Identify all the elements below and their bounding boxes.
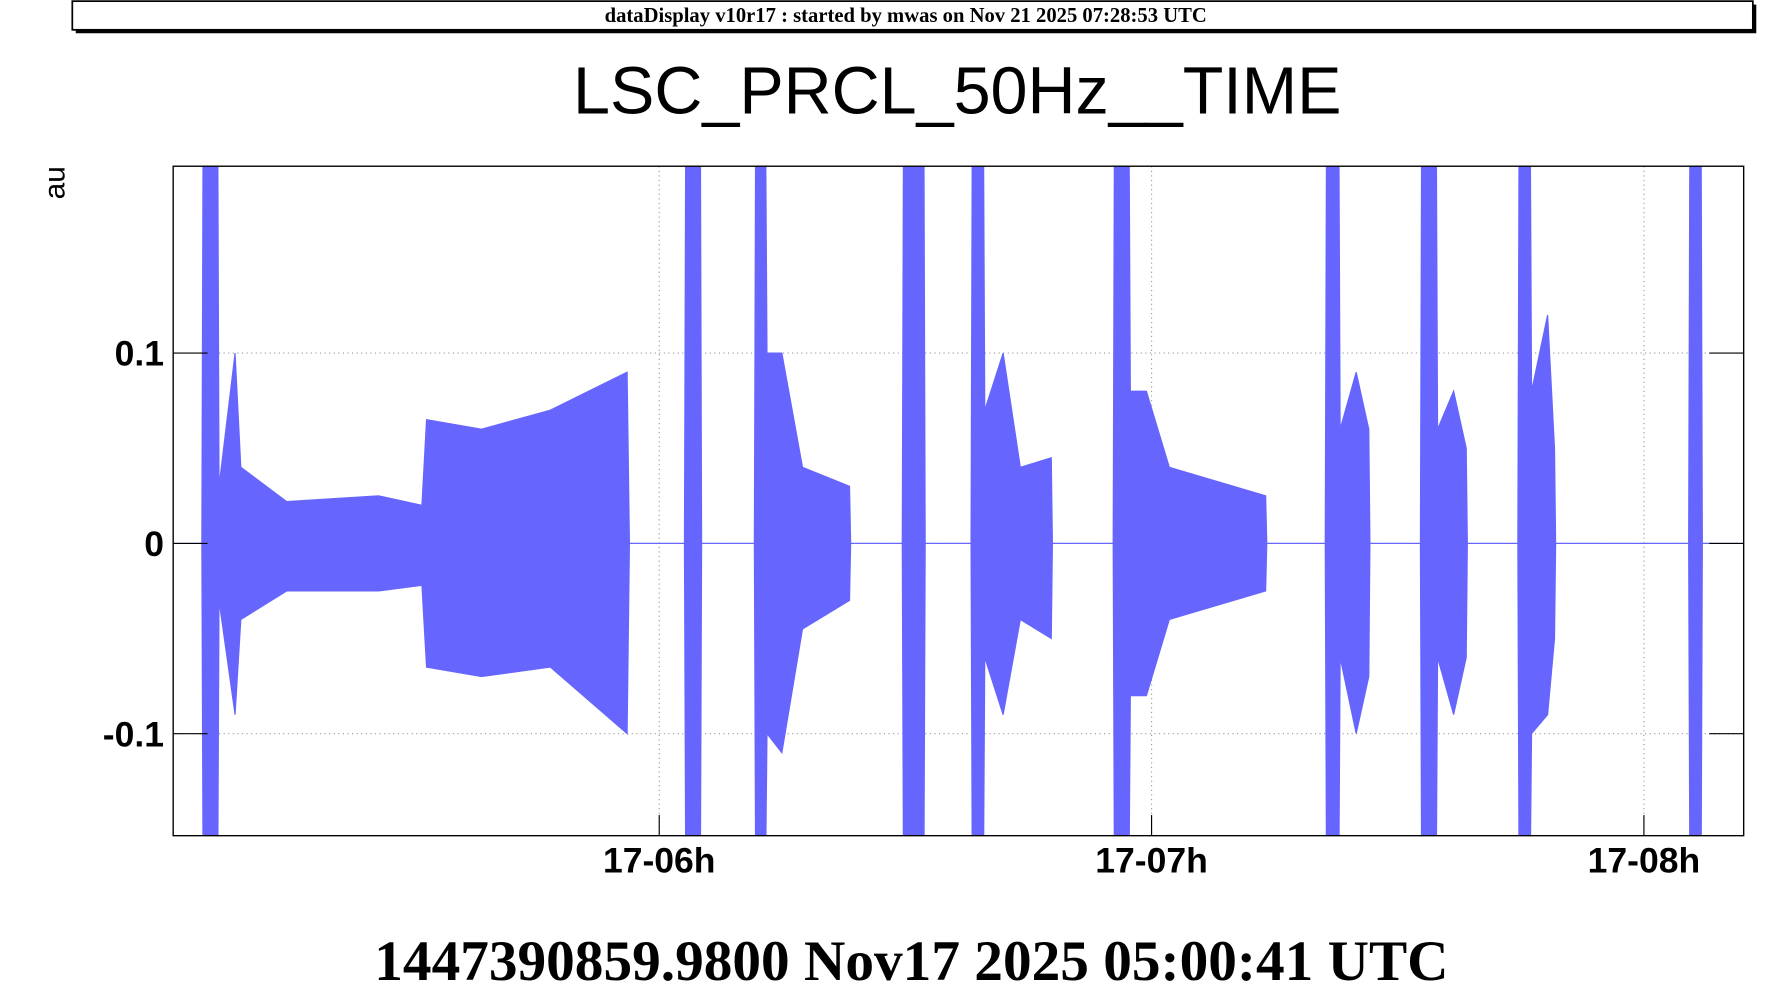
x-axis-label: 1447390859.9800 Nov17 2025 05:00:41 UTC <box>374 930 1448 987</box>
y-tick-label: 0.1 <box>115 334 164 374</box>
x-tick-label: 17-07h <box>1095 840 1208 880</box>
signal-envelope <box>173 542 1744 836</box>
x-tick-label: 17-08h <box>1588 840 1701 880</box>
y-tick-label: 0 <box>144 524 164 564</box>
header-text: dataDisplay v10r17 : started by mwas on … <box>605 5 1207 27</box>
chart-title: LSC_PRCL_50Hz__TIME <box>573 54 1341 128</box>
header-box <box>71 0 1754 31</box>
y-tick-label: -0.1 <box>103 714 164 754</box>
plot-frame <box>172 165 1745 837</box>
x-tick-label: 17-06h <box>603 840 716 880</box>
y-axis-label: au <box>38 166 71 199</box>
